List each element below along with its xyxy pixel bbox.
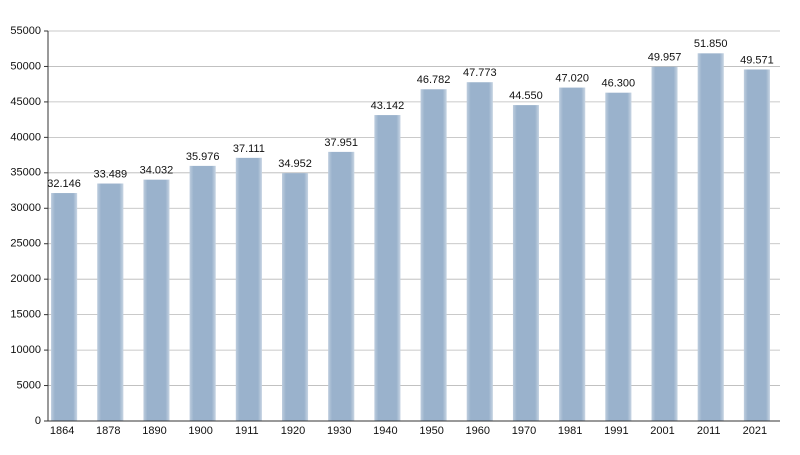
x-tick-label: 1878 <box>96 425 120 437</box>
bar-shade <box>697 53 724 421</box>
x-tick-label: 1930 <box>327 425 351 437</box>
value-label: 43.142 <box>371 100 405 112</box>
bar-shade <box>235 157 262 421</box>
x-tick-label: 2001 <box>650 425 674 437</box>
value-label: 46.300 <box>602 78 636 90</box>
bar-shade <box>51 193 78 421</box>
bar-shade <box>189 165 216 421</box>
bar-shade <box>420 89 447 421</box>
x-tick-label: 1970 <box>512 425 536 437</box>
bar-shade <box>143 179 170 421</box>
value-label: 49.957 <box>648 52 682 64</box>
y-tick-label: 5000 <box>17 379 41 391</box>
x-tick-label: 1911 <box>235 425 259 437</box>
bar-shade <box>328 151 355 421</box>
y-tick-label: 30000 <box>10 202 41 214</box>
value-label: 46.782 <box>417 74 451 86</box>
value-label: 47.020 <box>555 72 589 84</box>
x-tick-label: 1991 <box>604 425 628 437</box>
bar-shade <box>466 82 493 421</box>
y-tick-label: 35000 <box>10 167 41 179</box>
value-label: 49.571 <box>740 54 774 66</box>
x-tick-label: 2021 <box>743 425 767 437</box>
x-tick-label: 1890 <box>142 425 166 437</box>
value-label: 51.850 <box>694 38 728 50</box>
y-tick-label: 55000 <box>10 25 41 37</box>
x-tick-label: 2011 <box>697 425 721 437</box>
x-tick-label: 1981 <box>558 425 582 437</box>
y-tick-label: 50000 <box>10 60 41 72</box>
x-tick-label: 1900 <box>188 425 212 437</box>
bar-shade <box>605 92 632 421</box>
value-label: 34.952 <box>278 158 312 170</box>
bar-shade <box>374 115 401 422</box>
bar-shade <box>97 183 124 421</box>
value-label: 44.550 <box>509 90 543 102</box>
value-label: 34.032 <box>140 165 174 177</box>
y-tick-label: 45000 <box>10 96 41 108</box>
bar-shade <box>282 173 309 421</box>
value-label: 47.773 <box>463 67 497 79</box>
y-tick-label: 40000 <box>10 131 41 143</box>
value-label: 35.976 <box>186 151 220 163</box>
x-tick-label: 1950 <box>419 425 443 437</box>
y-tick-label: 0 <box>35 415 41 427</box>
x-tick-label: 1864 <box>50 425 74 437</box>
value-label: 37.951 <box>324 137 358 149</box>
x-tick-label: 1920 <box>281 425 305 437</box>
y-tick-label: 15000 <box>10 309 41 321</box>
y-tick-label: 25000 <box>10 238 41 250</box>
value-label: 32.146 <box>47 178 81 190</box>
y-tick-label: 20000 <box>10 273 41 285</box>
value-label: 37.111 <box>233 143 265 155</box>
bar-shade <box>743 69 770 421</box>
value-label: 33.489 <box>93 168 127 180</box>
x-tick-label: 1940 <box>373 425 397 437</box>
y-tick-label: 10000 <box>10 344 41 356</box>
x-tick-label: 1960 <box>466 425 490 437</box>
bar-shade <box>651 66 678 421</box>
bar-shade <box>559 87 586 422</box>
bar-shade <box>512 105 539 421</box>
